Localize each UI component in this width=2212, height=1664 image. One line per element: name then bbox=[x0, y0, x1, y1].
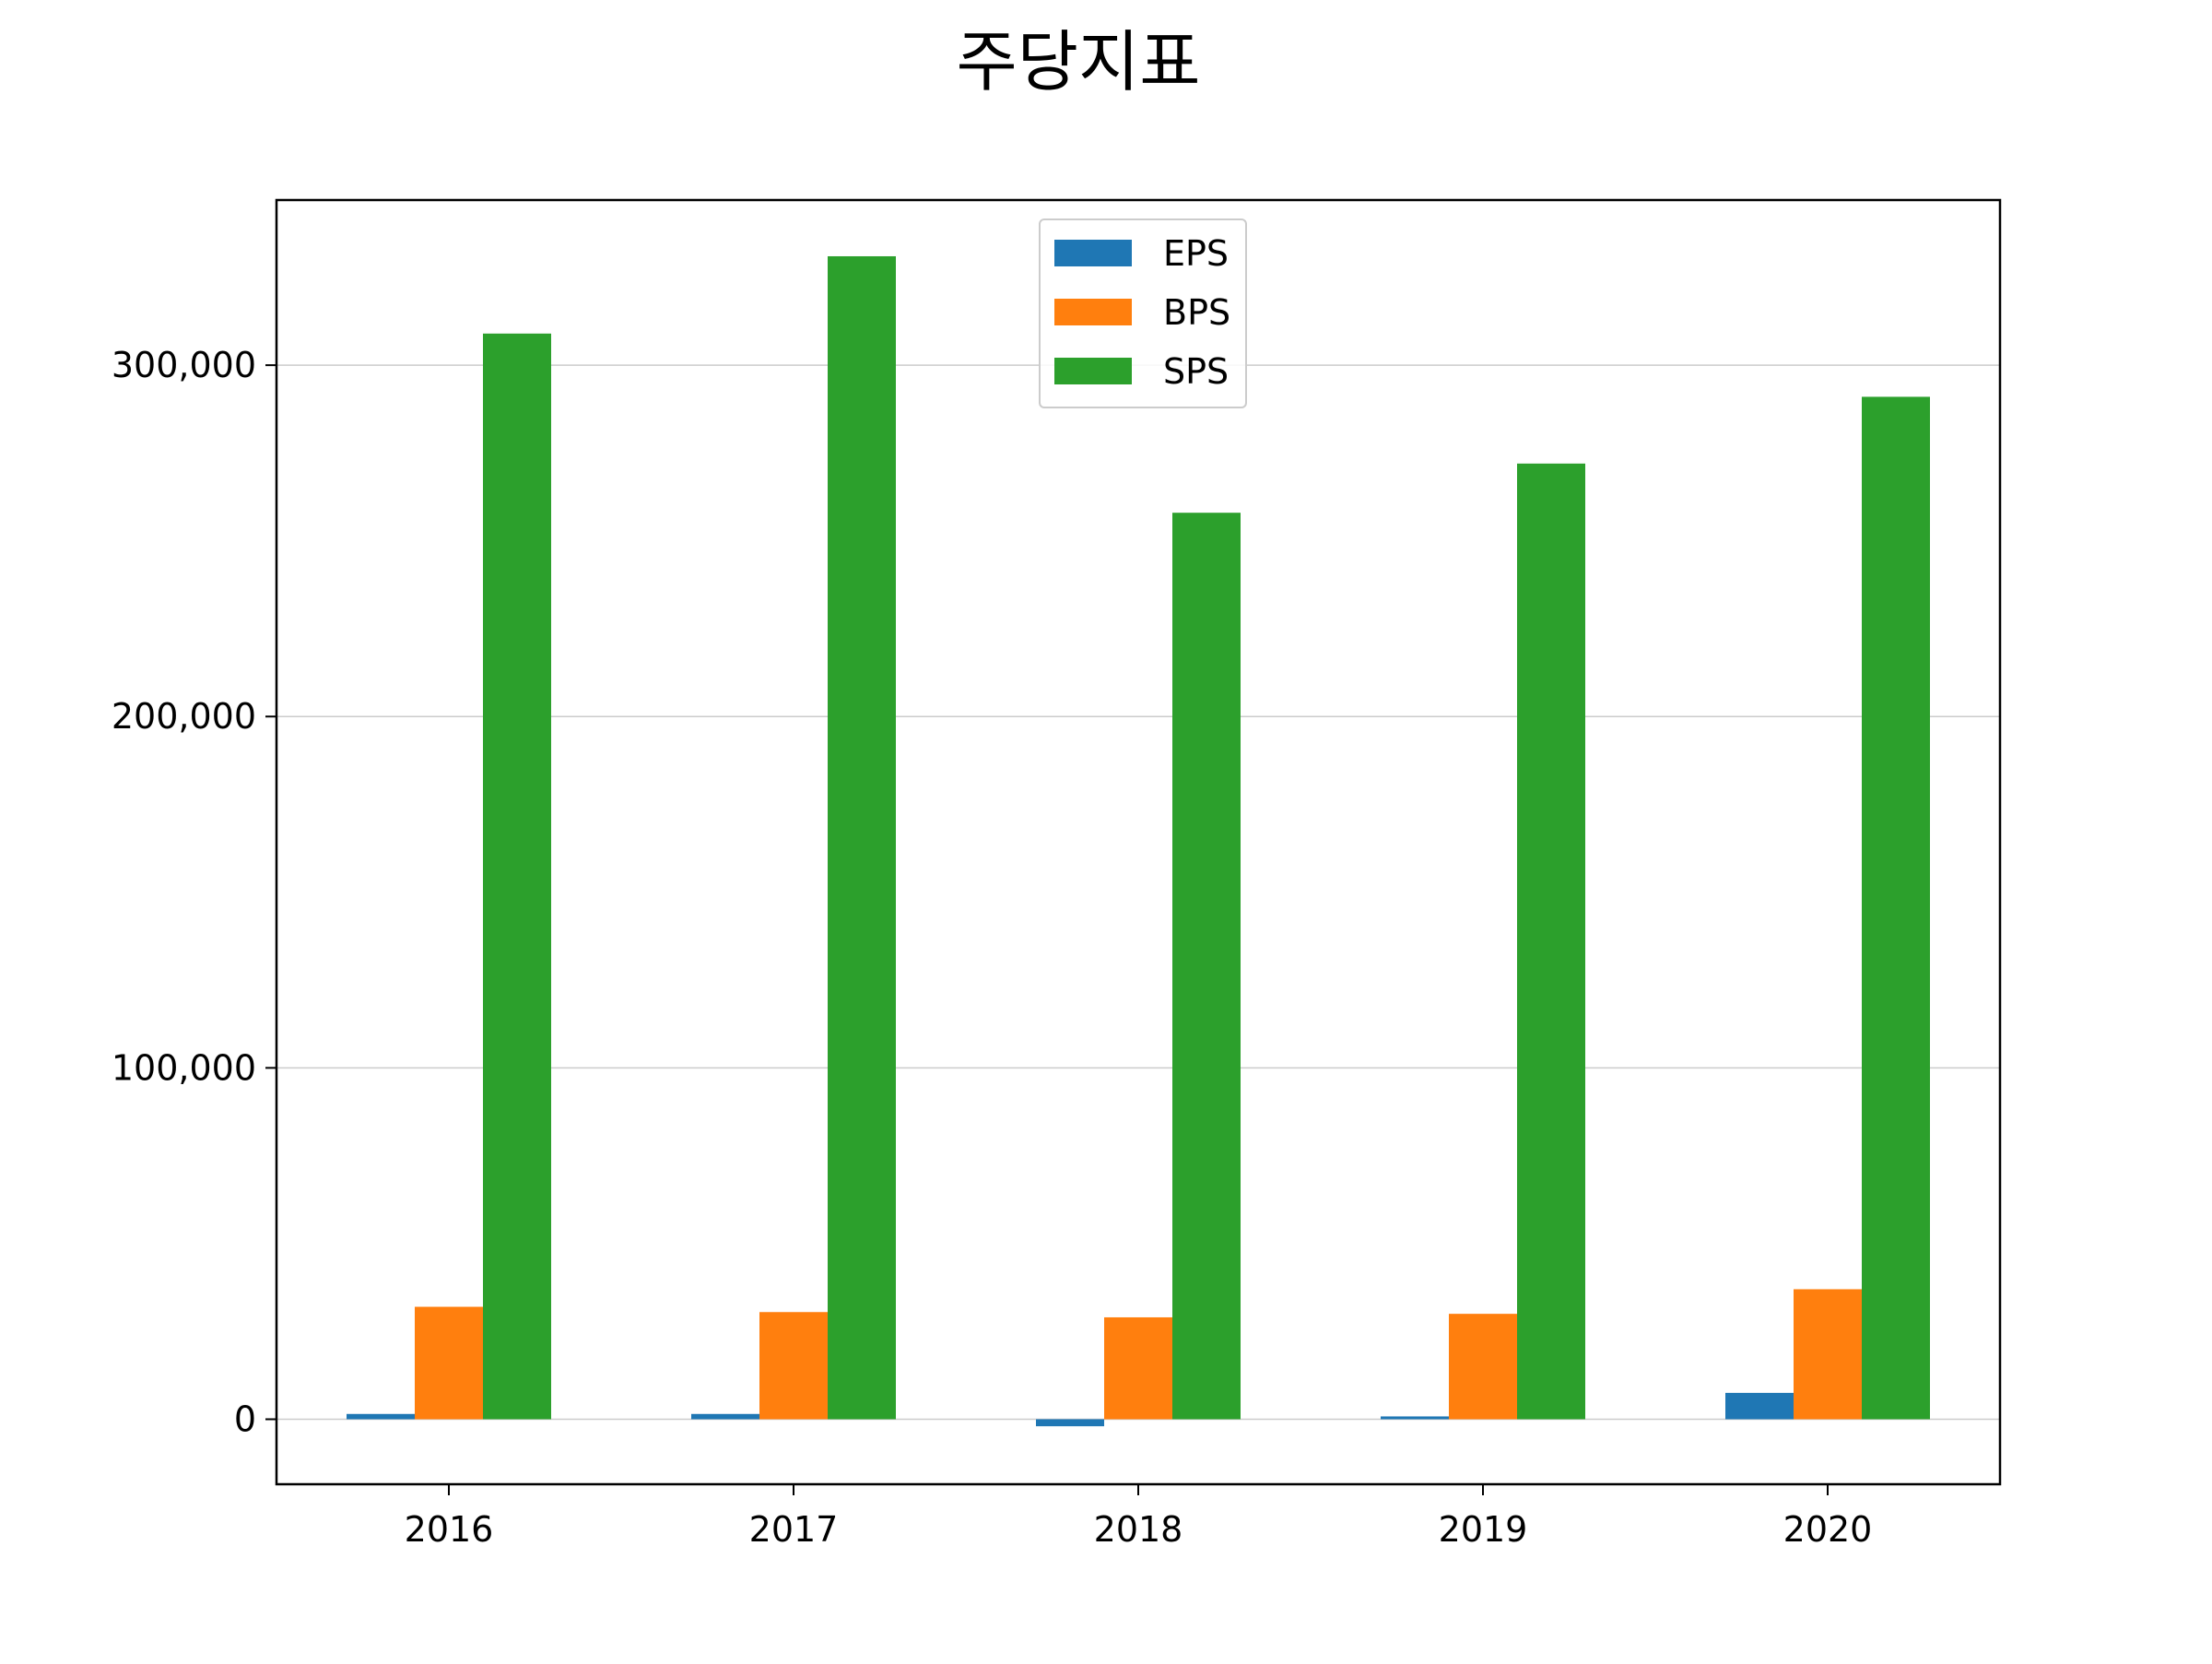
bar-bps bbox=[1449, 1314, 1517, 1420]
x-tick-label: 2018 bbox=[1094, 1509, 1183, 1550]
x-tick-label: 2019 bbox=[1439, 1509, 1528, 1550]
y-tick-label: 100,000 bbox=[112, 1047, 256, 1088]
legend-label-bps: BPS bbox=[1163, 292, 1230, 333]
bar-sps bbox=[1862, 396, 1930, 1420]
bars bbox=[347, 255, 1930, 1427]
bar-sps bbox=[1517, 463, 1585, 1420]
x-tick-label: 2020 bbox=[1783, 1509, 1873, 1550]
bar-eps bbox=[1381, 1416, 1449, 1420]
y-tick-label: 0 bbox=[234, 1398, 256, 1439]
bar-eps bbox=[1725, 1392, 1794, 1420]
bar-bps bbox=[1794, 1289, 1862, 1420]
x-tick-label: 2016 bbox=[405, 1509, 494, 1550]
x-tick-label: 2017 bbox=[749, 1509, 839, 1550]
bar-sps bbox=[483, 333, 551, 1420]
y-tick-label: 300,000 bbox=[112, 345, 256, 385]
bar-sps bbox=[1172, 513, 1241, 1420]
legend-swatch-bps bbox=[1054, 299, 1132, 325]
legend-swatch-sps bbox=[1054, 358, 1132, 384]
y-axis: 0 100,000 200,000 300,000 bbox=[112, 345, 276, 1439]
y-tick-label: 200,000 bbox=[112, 696, 256, 737]
legend: EPS BPS SPS bbox=[1039, 218, 1247, 408]
bar-bps bbox=[1104, 1316, 1172, 1420]
legend-label-sps: SPS bbox=[1163, 351, 1229, 392]
legend-label-eps: EPS bbox=[1163, 233, 1229, 274]
bar-sps bbox=[828, 255, 896, 1420]
chart-title: 주당지표 bbox=[957, 23, 1201, 100]
bar-eps bbox=[347, 1413, 415, 1420]
legend-swatch-eps bbox=[1054, 240, 1132, 266]
x-axis: 2016 2017 2018 2019 2020 bbox=[405, 1484, 1873, 1550]
bar-bps bbox=[415, 1306, 483, 1420]
bar-bps bbox=[759, 1312, 828, 1420]
bar-eps bbox=[1036, 1419, 1104, 1427]
bar-eps bbox=[691, 1413, 759, 1420]
